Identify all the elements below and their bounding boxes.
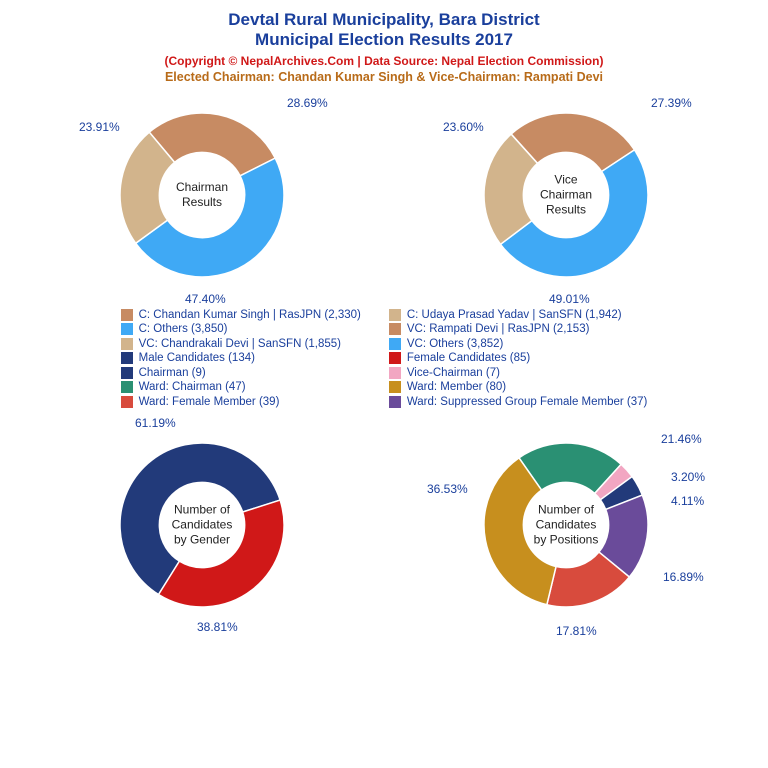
legend-item: C: Others (3,850) [121,323,361,335]
legend-item: C: Udaya Prasad Yadav | SanSFN (1,942) [389,309,648,321]
pct-label: 36.53% [427,482,468,496]
legend-item: C: Chandan Kumar Singh | RasJPN (2,330) [121,309,361,321]
pct-label: 23.91% [79,120,120,134]
positions-chart: Number ofCandidatesby Positions 21.46% 3.2… [396,420,736,630]
pct-label: 27.39% [651,96,692,110]
gender-chart: Number ofCandidatesby Gender61.19%38.81% [32,420,372,630]
legend-swatch [389,396,401,408]
legend-item: Ward: Suppressed Group Female Member (37… [389,396,648,408]
legend-item: Vice-Chairman (7) [389,367,648,379]
legend-item: Ward: Member (80) [389,381,648,393]
legend: C: Chandan Kumar Singh | RasJPN (2,330) C… [0,300,768,420]
legend-text: VC: Others (3,852) [407,338,504,350]
legend-left-column: C: Chandan Kumar Singh | RasJPN (2,330) C… [121,306,361,410]
legend-text: Female Candidates (85) [407,352,530,364]
pct-label: 28.69% [287,96,328,110]
legend-text: Ward: Member (80) [407,381,506,393]
title-line1: Devtal Rural Municipality, Bara District [0,10,768,30]
legend-swatch [121,309,133,321]
pct-label: 4.11% [671,494,704,508]
pct-label: 38.81% [197,620,238,634]
legend-text: VC: Rampati Devi | RasJPN (2,153) [407,323,590,335]
bottom-charts-row: Number ofCandidatesby Gender61.19%38.81%… [0,420,768,630]
legend-item: VC: Others (3,852) [389,338,648,350]
donut-center-label: Number ofCandidatesby Gender [157,503,247,548]
title-line2: Municipal Election Results 2017 [0,30,768,50]
legend-text: Ward: Suppressed Group Female Member (37… [407,396,648,408]
legend-swatch [121,381,133,393]
legend-item: VC: Chandrakali Devi | SanSFN (1,855) [121,338,361,350]
legend-swatch [389,367,401,379]
legend-item: Male Candidates (134) [121,352,361,364]
vice-chairman-chart: ViceChairmanResults27.39%49.01%23.60% [396,90,736,300]
chairman-chart: ChairmanResults28.69%47.40%23.91% [32,90,372,300]
legend-text: Ward: Female Member (39) [139,396,280,408]
legend-text: C: Udaya Prasad Yadav | SanSFN (1,942) [407,309,622,321]
legend-text: C: Others (3,850) [139,323,228,335]
legend-swatch [389,352,401,364]
subtitle-elected: Elected Chairman: Chandan Kumar Singh & … [0,70,768,84]
pct-label: 61.19% [135,416,176,430]
legend-item: Chairman (9) [121,367,361,379]
header: Devtal Rural Municipality, Bara District… [0,0,768,90]
pct-label: 16.89% [663,570,704,584]
legend-text: C: Chandan Kumar Singh | RasJPN (2,330) [139,309,361,321]
top-charts-row: ChairmanResults28.69%47.40%23.91% ViceCh… [0,90,768,300]
legend-swatch [121,338,133,350]
pct-label: 3.20% [671,470,705,484]
legend-swatch [389,338,401,350]
subtitle-copyright: (Copyright © NepalArchives.Com | Data So… [0,54,768,68]
legend-right-column: C: Udaya Prasad Yadav | SanSFN (1,942) VC… [389,306,648,410]
legend-swatch [121,396,133,408]
legend-item: Ward: Female Member (39) [121,396,361,408]
pct-label: 21.46% [661,432,702,446]
donut-center-label: Number ofCandidatesby Positions [521,503,611,548]
pct-label: 47.40% [185,292,226,306]
legend-text: Male Candidates (134) [139,352,255,364]
legend-swatch [121,367,133,379]
pct-label: 17.81% [556,624,597,638]
legend-swatch [389,381,401,393]
legend-text: Ward: Chairman (47) [139,381,246,393]
legend-swatch [389,323,401,335]
pct-label: 49.01% [549,292,590,306]
pct-label: 23.60% [443,120,484,134]
legend-item: VC: Rampati Devi | RasJPN (2,153) [389,323,648,335]
donut-center-label: ChairmanResults [157,180,247,210]
legend-swatch [121,352,133,364]
legend-item: Ward: Chairman (47) [121,381,361,393]
legend-swatch [121,323,133,335]
donut-center-label: ViceChairmanResults [521,173,611,218]
legend-text: Vice-Chairman (7) [407,367,500,379]
legend-swatch [389,309,401,321]
legend-item: Female Candidates (85) [389,352,648,364]
legend-text: VC: Chandrakali Devi | SanSFN (1,855) [139,338,341,350]
legend-text: Chairman (9) [139,367,206,379]
